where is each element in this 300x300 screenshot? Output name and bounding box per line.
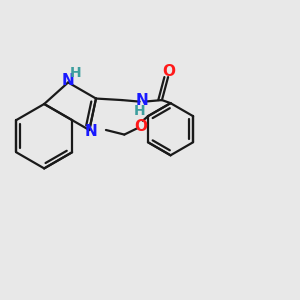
Text: O: O: [163, 64, 176, 79]
Text: N: N: [62, 74, 74, 88]
Text: N: N: [85, 124, 97, 139]
Text: O: O: [134, 119, 147, 134]
Text: H: H: [70, 66, 82, 80]
Text: H: H: [134, 104, 146, 118]
Text: N: N: [136, 93, 148, 108]
